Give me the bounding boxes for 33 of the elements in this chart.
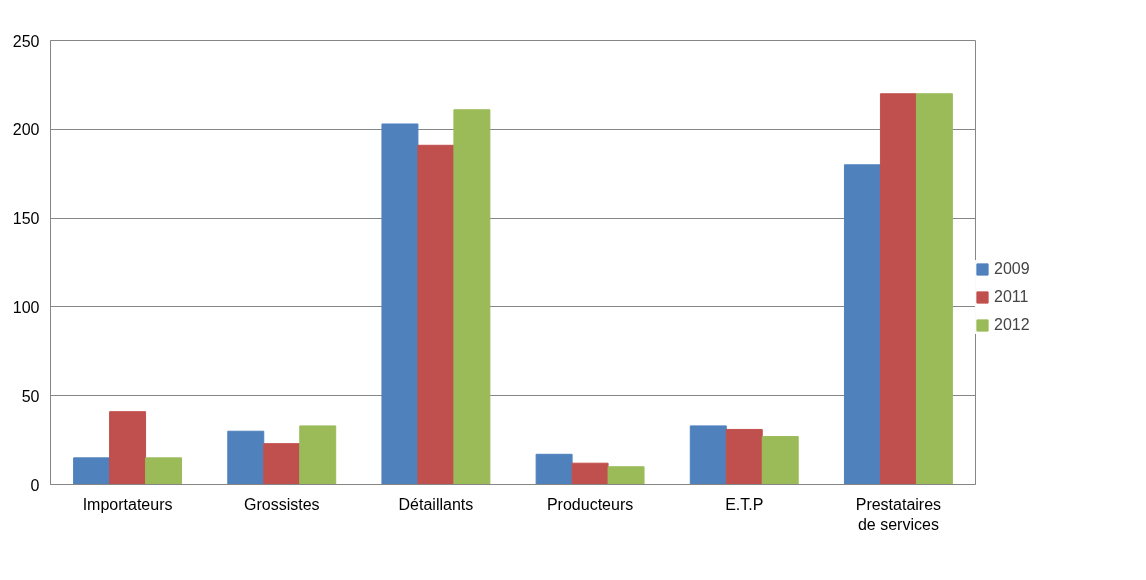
bar bbox=[689, 425, 727, 485]
x-tick-label: Prestataires de services bbox=[855, 495, 942, 533]
bar bbox=[761, 436, 799, 485]
x-tick-label: E.T.P bbox=[725, 495, 764, 513]
bar bbox=[227, 430, 265, 485]
bar bbox=[879, 93, 917, 485]
y-tick-label: 100 bbox=[12, 298, 40, 316]
y-tick-label: 50 bbox=[21, 387, 40, 405]
bar bbox=[145, 457, 183, 485]
bar bbox=[417, 144, 455, 485]
bar bbox=[607, 466, 645, 485]
bar bbox=[109, 411, 147, 485]
bar bbox=[915, 93, 953, 485]
x-tick-label: Détaillants bbox=[398, 495, 474, 513]
bar bbox=[381, 123, 419, 485]
bar bbox=[571, 462, 609, 485]
bar bbox=[453, 109, 491, 485]
bar bbox=[725, 428, 763, 485]
bar bbox=[843, 164, 881, 485]
y-tick-label: 200 bbox=[12, 121, 40, 139]
legend-label: 2009 bbox=[994, 260, 1030, 278]
y-tick-label: 250 bbox=[12, 32, 40, 50]
bar bbox=[535, 453, 573, 485]
x-tick-label: Grossistes bbox=[243, 495, 320, 513]
bar bbox=[73, 457, 111, 485]
y-tick-label: 150 bbox=[12, 210, 40, 228]
x-tick-label: Producteurs bbox=[546, 495, 634, 513]
y-tick-label: 0 bbox=[30, 476, 40, 494]
legend-label: 2011 bbox=[994, 288, 1029, 306]
bar bbox=[299, 425, 337, 485]
x-tick-label: Importateurs bbox=[82, 495, 173, 513]
legend-label: 2012 bbox=[994, 316, 1030, 334]
bar bbox=[263, 443, 301, 485]
